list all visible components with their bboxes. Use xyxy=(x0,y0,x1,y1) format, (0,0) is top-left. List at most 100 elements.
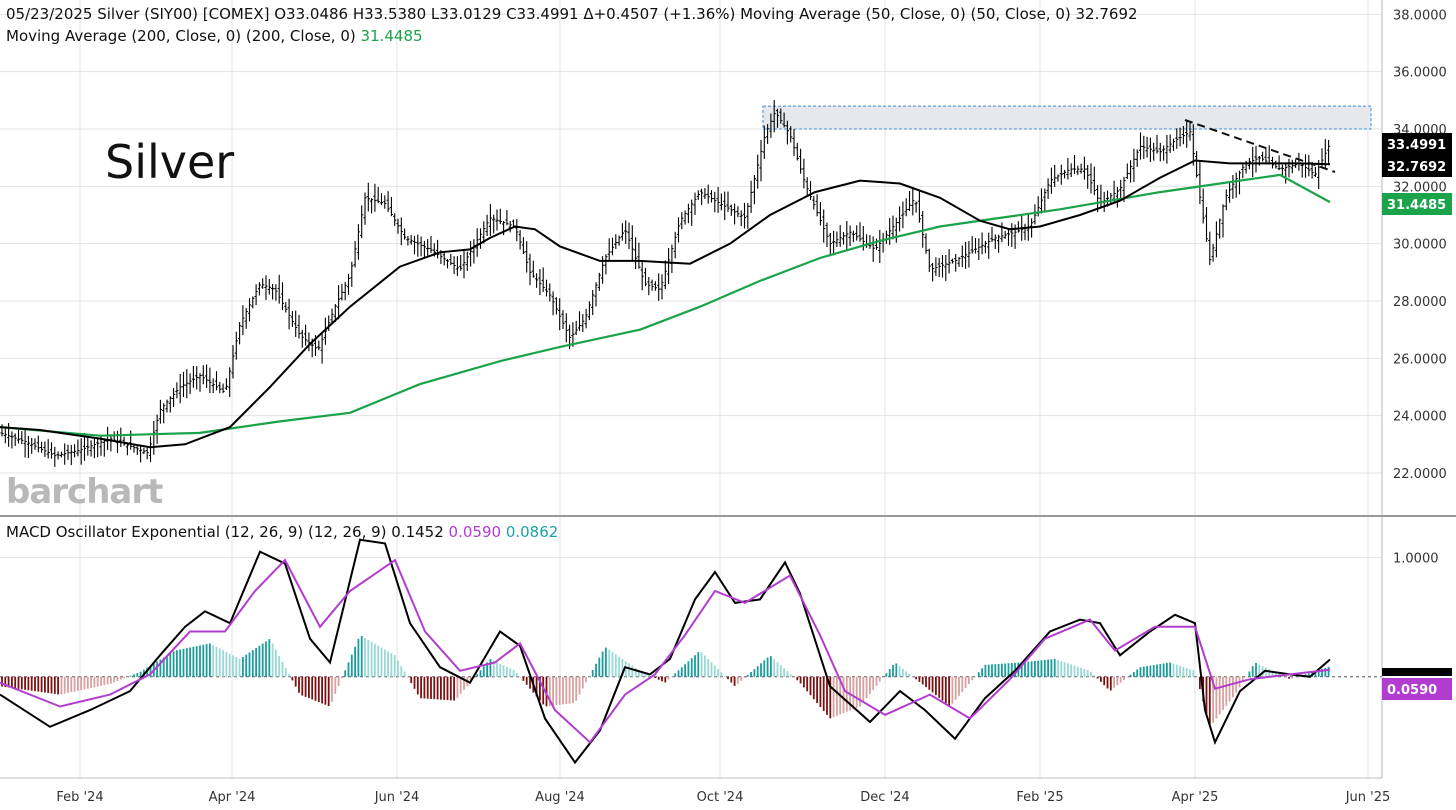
ohlc-bar xyxy=(1125,163,1129,179)
ohlc-bar xyxy=(653,281,657,291)
ohlc-bar xyxy=(139,444,143,463)
ohlc-bar xyxy=(802,158,806,189)
macd-hist-bar xyxy=(977,672,980,677)
ohlc-bar xyxy=(1092,166,1096,196)
ohlc-bar xyxy=(983,240,987,254)
macd-hist-bar xyxy=(750,672,752,677)
macd-hist-bar xyxy=(67,676,69,693)
ohlc-bar xyxy=(20,431,24,445)
ohlc-bar xyxy=(155,414,159,444)
ohlc-bar xyxy=(145,447,149,460)
macd-hist-bar xyxy=(113,676,116,683)
ma200-badge: 31.4485 xyxy=(1382,193,1452,215)
macd-hist-bar xyxy=(228,653,231,677)
macd-hist-bar xyxy=(301,676,304,696)
macd-hist-bar xyxy=(991,664,993,677)
macd-header: MACD Oscillator Exponential (12, 26, 9) … xyxy=(6,523,558,541)
ohlc-bar xyxy=(624,220,628,244)
ohlc-bar xyxy=(940,255,945,278)
macd-hist-bar xyxy=(486,662,488,677)
ohlc-bar xyxy=(769,113,773,138)
ohlc-bar xyxy=(1290,159,1294,174)
macd-hist-bar xyxy=(915,676,917,680)
macd-hist-bar xyxy=(502,665,505,677)
macd-hist-bar xyxy=(63,676,66,694)
ohlc-bar xyxy=(676,217,681,243)
ohlc-bar xyxy=(505,210,509,226)
macd-badge xyxy=(1382,668,1452,676)
macd-hist-bar xyxy=(96,676,99,687)
ohlc-bar xyxy=(703,188,707,199)
macd-hist-bar xyxy=(420,676,422,699)
ohlc-bar xyxy=(175,382,179,399)
macd-hist-bar xyxy=(591,669,594,677)
macd-hist-bar xyxy=(47,676,50,693)
macd-hist-bar xyxy=(598,657,601,677)
ohlc-bar xyxy=(340,283,344,301)
macd-hist-bar xyxy=(271,643,274,677)
ohlc-bar xyxy=(409,235,413,245)
macd-hist-bar xyxy=(1327,666,1330,677)
macd-hist-bar xyxy=(1043,659,1046,677)
macd-hist-bar xyxy=(489,659,492,677)
macd-hist-bar xyxy=(1076,666,1079,677)
ohlc-bar xyxy=(109,435,113,452)
macd-hist-bar xyxy=(803,676,805,688)
ohlc-bar xyxy=(452,256,456,275)
ohlc-bar xyxy=(591,290,595,316)
tick-labels: 22.0000 24.0000 26.0000 28.0000 30.0000 32.00… xyxy=(56,8,1446,805)
ohlc-bar xyxy=(1063,169,1067,179)
macd-hist-bar xyxy=(845,676,848,712)
macd-hist-bar xyxy=(70,676,73,693)
ohlc-bar xyxy=(238,322,242,345)
macd-hist-bar xyxy=(11,676,13,688)
ohlc-bar xyxy=(973,238,978,254)
macd-hist-bar xyxy=(951,676,954,704)
macd-hist-bar xyxy=(568,676,571,704)
macd-hist-bar xyxy=(634,667,637,677)
ohlc-bar xyxy=(1082,156,1086,180)
ohlc-bar xyxy=(673,231,677,259)
macd-hist-bar xyxy=(80,676,83,691)
y-tick-label: 22.0000 xyxy=(1393,467,1447,482)
ohlc-bar xyxy=(300,329,304,348)
macd-hist-bar xyxy=(727,676,729,680)
macd-hist-bar xyxy=(1133,672,1135,677)
ohlc-bar xyxy=(218,382,222,394)
ohlc-bar xyxy=(211,378,215,394)
macd-hist-bar xyxy=(304,676,307,697)
ohlc-bar xyxy=(43,441,47,457)
macd-hist-bar xyxy=(1109,676,1112,691)
macd-hist-bar xyxy=(106,676,109,685)
ohlc-bar xyxy=(214,371,219,391)
macd-hist-bar xyxy=(664,676,667,683)
macd-hist-bar xyxy=(776,662,779,677)
ohlc-bar xyxy=(1198,161,1202,205)
ohlc-bar xyxy=(370,198,374,214)
ohlc-bar xyxy=(1191,124,1195,166)
macd-hist-bar xyxy=(786,671,789,677)
ohlc-bar xyxy=(1039,188,1044,214)
macd-hist-bar xyxy=(826,676,828,715)
macd-hist-bar xyxy=(911,676,914,678)
ohlc-bar xyxy=(1119,179,1123,198)
macd-hist-bar xyxy=(628,663,630,677)
ohlc-bar xyxy=(132,444,136,453)
macd-hist-bar xyxy=(1251,666,1254,677)
macd-hist-bar xyxy=(902,668,904,677)
macd-hist-bar xyxy=(1037,660,1040,677)
ohlc-bar xyxy=(898,206,902,232)
macd-hist-bar xyxy=(261,643,264,677)
ohlc-bar xyxy=(690,199,694,226)
macd-hist-bar xyxy=(20,676,23,690)
ohlc-bar xyxy=(3,427,7,444)
ohlc-bar xyxy=(706,184,710,204)
macd-hist-bar xyxy=(862,676,865,703)
ohlc-bar xyxy=(89,440,93,457)
x-tick-label: Aug '24 xyxy=(535,790,585,805)
ohlc-bar xyxy=(389,197,393,217)
macd-hist-bar xyxy=(892,664,894,677)
ohlc-bar xyxy=(818,201,822,226)
macd-hist-bar xyxy=(859,676,861,707)
ohlc-bar xyxy=(449,253,453,266)
